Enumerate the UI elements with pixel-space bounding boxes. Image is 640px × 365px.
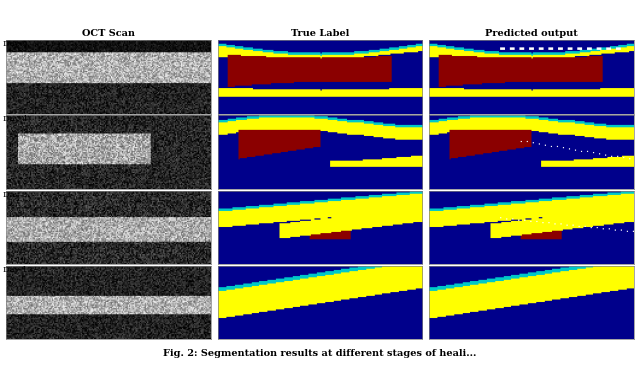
- Text: OCT Scan: OCT Scan: [83, 29, 135, 38]
- Text: Predicted output: Predicted output: [485, 29, 577, 38]
- Text: Day 12: Day 12: [3, 266, 33, 274]
- Text: Day 4: Day 4: [3, 115, 28, 123]
- Text: True Label: True Label: [291, 29, 349, 38]
- Text: Fig. 2: Segmentation results at different stages of heali...: Fig. 2: Segmentation results at differen…: [163, 349, 477, 358]
- Text: Day 8: Day 8: [3, 191, 28, 199]
- Text: Day 0: Day 0: [3, 40, 28, 48]
